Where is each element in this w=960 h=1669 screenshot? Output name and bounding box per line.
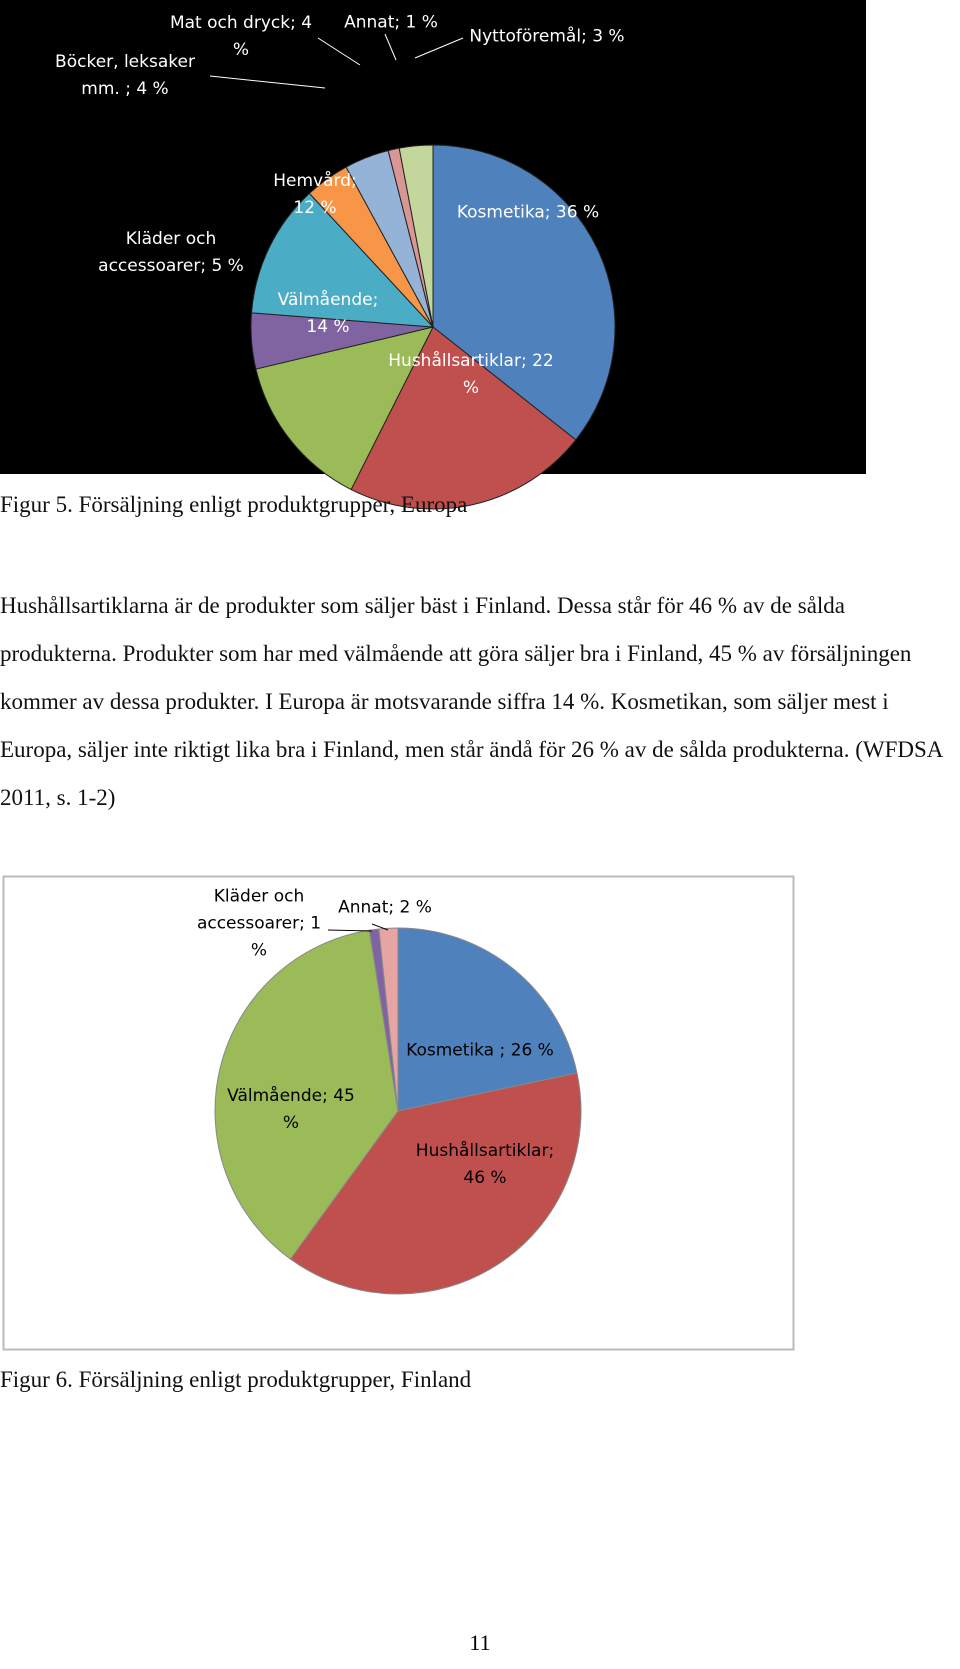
page-number: 11 bbox=[469, 1630, 491, 1655]
pie-slice bbox=[214, 929, 399, 1260]
data-label: Kosmetika ; 26 % bbox=[406, 1040, 554, 1061]
leader-line bbox=[371, 923, 389, 931]
data-label: Mat och dryck; 4 % bbox=[169, 13, 313, 60]
pie-slice bbox=[350, 326, 577, 510]
pie-slice bbox=[251, 192, 435, 328]
data-label: Annat; 1 % bbox=[344, 12, 438, 33]
data-label: Kläder och accessoarer; 5 % bbox=[98, 229, 244, 276]
pie-slice bbox=[432, 144, 616, 441]
data-label: Böcker, leksaker mm. ; 4 % bbox=[55, 52, 195, 99]
data-label: Välmående; 45 % bbox=[227, 1086, 355, 1133]
pie-slice bbox=[255, 326, 434, 491]
data-label: Hushållsartiklar; 22 % bbox=[388, 351, 554, 398]
paragraph: Hushållsartiklarna är de produkter som s… bbox=[0, 593, 943, 810]
pie-slice bbox=[398, 144, 434, 328]
data-label: Hemvård; 12 % bbox=[273, 171, 357, 218]
leader-line bbox=[327, 929, 373, 932]
pie-slice bbox=[378, 927, 399, 1112]
caption: Figur 6. Försäljning enligt produktgrupp… bbox=[0, 1367, 472, 1392]
data-label: Hushållsartiklar; 46 % bbox=[415, 1141, 555, 1188]
data-label: Kosmetika; 36 % bbox=[456, 202, 600, 223]
leader-line bbox=[317, 37, 361, 66]
data-label: Välmående; 14 % bbox=[277, 290, 379, 337]
caption: Figur 5. Försäljning enligt produktgrupp… bbox=[0, 492, 468, 517]
pie-slice bbox=[289, 1072, 582, 1295]
pie-slice bbox=[397, 927, 578, 1112]
data-label: Annat; 2 % bbox=[338, 897, 432, 918]
leader-line bbox=[209, 75, 326, 89]
data-label: Nyttoföremål; 3 % bbox=[469, 26, 625, 47]
data-label: Kläder och accessoarer; 1 % bbox=[196, 886, 322, 961]
leader-line bbox=[384, 33, 397, 61]
leader-line bbox=[414, 37, 464, 59]
